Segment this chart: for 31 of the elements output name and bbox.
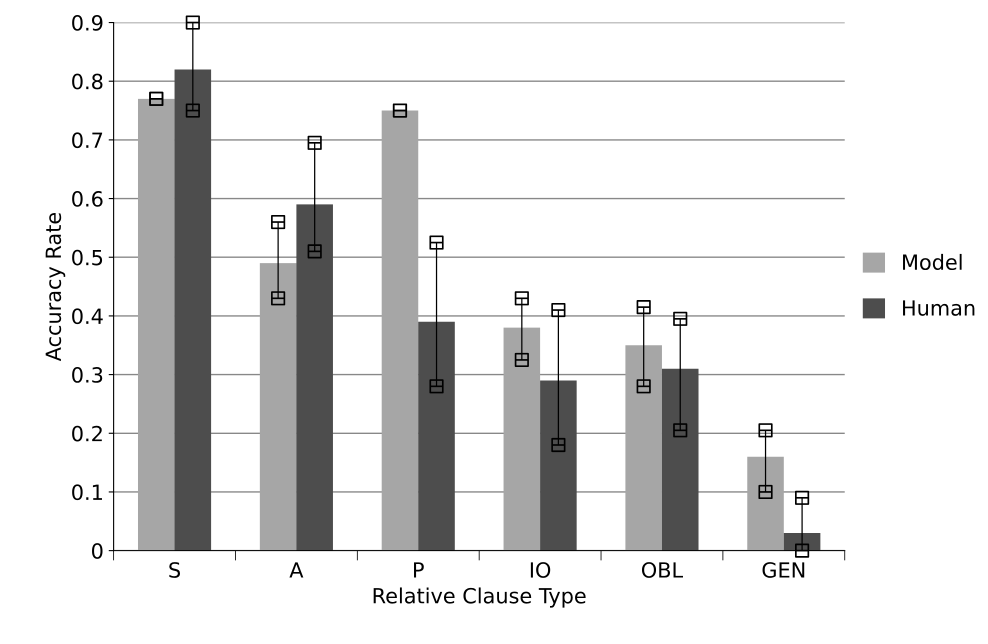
bar (625, 345, 662, 551)
bar (504, 328, 540, 551)
x-tick-label: GEN (762, 562, 804, 578)
legend-label: Human (903, 300, 974, 316)
y-tick-label: 0.6 (72, 191, 103, 207)
bar (747, 456, 784, 551)
x-tick-label: S (169, 562, 180, 578)
bar (382, 110, 418, 551)
y-tick-label: 0.1 (72, 484, 102, 500)
bar (418, 322, 455, 551)
x-tick-label: P (414, 562, 424, 578)
x-tick-label: A (289, 562, 304, 578)
y-axis-title: Accuracy Rate (46, 212, 66, 362)
bar (540, 380, 577, 551)
x-tick-label: OBL (642, 562, 683, 578)
x-axis-title: Relative Clause Type (374, 587, 586, 608)
y-tick-label: 0.9 (72, 14, 102, 31)
y-tick-label: 0.5 (72, 250, 102, 266)
x-tick-label: IO (530, 562, 550, 578)
y-tick-label: 0.8 (72, 74, 102, 90)
y-tick-label: 0.2 (72, 426, 102, 442)
bar (662, 368, 699, 551)
y-tick-label: 0.3 (72, 367, 102, 383)
legend-label: Model (903, 254, 962, 270)
bar (296, 204, 333, 551)
bar (138, 98, 175, 551)
y-tick-label: 0.7 (72, 132, 102, 148)
bar (260, 263, 296, 551)
y-tick-label: 0 (92, 543, 103, 559)
bar (174, 69, 212, 551)
y-tick-label: 0.4 (72, 308, 103, 324)
